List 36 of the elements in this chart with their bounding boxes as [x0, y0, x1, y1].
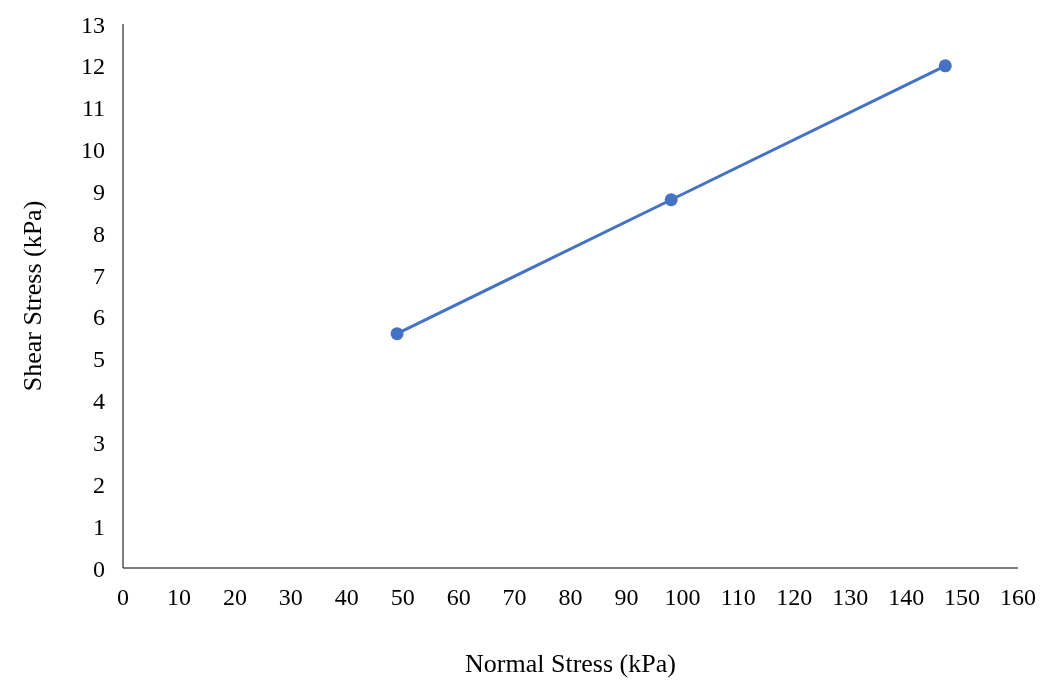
y-tick-label: 7	[93, 262, 105, 289]
x-tick-label: 60	[446, 584, 471, 611]
point	[938, 59, 952, 73]
x-tick-label: 110	[720, 584, 756, 611]
x-tick-label: 150	[944, 584, 981, 611]
x-tick-label: 100	[664, 584, 701, 611]
y-tick-label: 2	[93, 471, 105, 498]
y-tick-label: 6	[93, 304, 105, 331]
y-tick-label: 8	[93, 220, 105, 247]
x-tick-label: 140	[888, 584, 925, 611]
x-tick-label: 90	[614, 584, 639, 611]
y-tick-label: 9	[93, 178, 105, 205]
x-tick-label: 10	[166, 584, 191, 611]
y-tick-label: 1	[93, 513, 105, 540]
x-tick-label: 120	[776, 584, 813, 611]
x-tick-label: 130	[832, 584, 869, 611]
y-tick-label: 4	[93, 388, 105, 415]
x-tick-label: 70	[502, 584, 527, 611]
x-tick-label: 0	[117, 584, 129, 611]
x-axis-title: Normal Stress (kPa)	[465, 649, 676, 678]
point	[664, 193, 678, 207]
x-tick-label: 50	[390, 584, 415, 611]
y-tick-label: 12	[81, 53, 105, 80]
y-tick-label: 13	[81, 11, 105, 38]
point	[390, 327, 404, 341]
x-tick-label: 80	[558, 584, 583, 611]
y-tick-label: 5	[93, 346, 105, 373]
y-tick-label: 0	[93, 555, 105, 582]
x-tick-label: 30	[278, 584, 303, 611]
x-tick-label: 40	[334, 584, 359, 611]
y-tick-label: 11	[81, 95, 105, 122]
x-tick-label: 160	[1000, 584, 1036, 611]
y-axis-title: Shear Stress (kPa)	[18, 200, 48, 392]
y-tick-label: 3	[93, 429, 105, 456]
y-tick-label: 10	[81, 137, 105, 164]
x-tick-label: 20	[222, 584, 247, 611]
